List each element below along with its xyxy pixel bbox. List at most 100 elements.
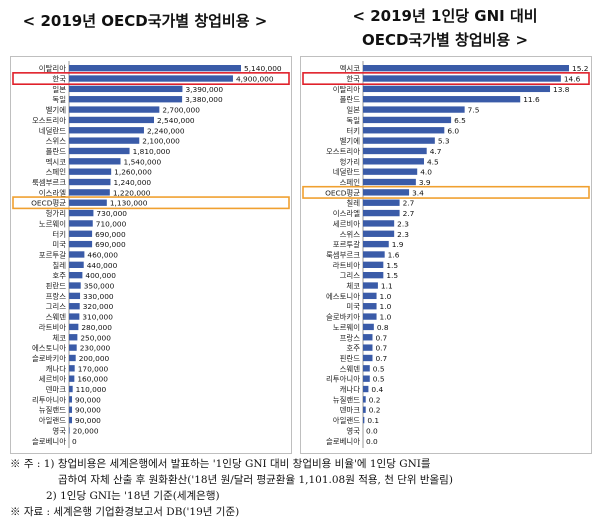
- chart-0-value-label-27: 230,000: [80, 344, 111, 353]
- chart-1-bar-28: [363, 354, 373, 362]
- chart-0-category-label-17: 미국: [52, 240, 66, 249]
- chart-1-value-label-28: 0.7: [375, 354, 387, 363]
- chart-1-bar-7: [363, 137, 435, 144]
- chart-1-bar-0: [363, 65, 569, 72]
- chart-0-category-label-16: 터키: [52, 230, 66, 239]
- chart-1-category-label-18: 룩셈부르크: [326, 250, 360, 259]
- chart-1-bar-31: [363, 385, 369, 393]
- chart-0-bar-31: [69, 385, 73, 393]
- chart-1-value-label-25: 0.8: [377, 323, 389, 332]
- chart-0-category-label-14: 헝가리: [46, 209, 66, 218]
- chart-1-category-label-5: 독일: [346, 116, 360, 125]
- chart-0-bar-8: [69, 147, 130, 155]
- chart-1-category-label-24: 슬로바키아: [326, 313, 360, 322]
- chart-1-bar-3: [363, 96, 521, 103]
- chart-1-category-label-26: 프랑스: [340, 333, 361, 342]
- chart-0-highlight-box-13: [12, 196, 290, 210]
- chart-1-bar-12: [363, 189, 410, 196]
- chart-0-bar-11: [69, 178, 111, 186]
- chart-0-value-label-18: 460,000: [87, 250, 118, 259]
- chart-0-value-label-33: 90,000: [75, 406, 101, 415]
- chart-0-category-label-19: 칠레: [52, 261, 66, 270]
- chart-0-value-label-15: 710,000: [96, 219, 127, 228]
- chart-0-category-label-9: 멕시코: [46, 157, 67, 166]
- chart-1-category-label-3: 폴란드: [340, 95, 361, 104]
- chart-0-bar-33: [69, 406, 73, 413]
- chart-1-value-label-0: 15.2: [572, 64, 588, 73]
- chart-1-bar-15: [363, 220, 395, 227]
- chart-0-category-label-27: 에스토니아: [32, 344, 66, 353]
- chart-0-category-label-4: 벨기에: [46, 106, 67, 115]
- chart-0-bar-2: [69, 85, 183, 93]
- chart-1-category-label-29: 스웨덴: [340, 364, 361, 373]
- chart-1-category-label-19: 라트비아: [333, 261, 360, 270]
- chart-1-category-label-36: 슬로베니아: [326, 437, 360, 446]
- chart-1-value-label-29: 0.5: [373, 364, 385, 373]
- chart-1-category-label-31: 캐나다: [340, 385, 361, 394]
- chart-1-bar-19: [363, 261, 384, 268]
- chart-1-category-label-27: 호주: [346, 344, 360, 353]
- chart-1-value-label-26: 0.7: [375, 333, 387, 342]
- footnote-2: 2) 1인당 GNI는 '18년 기준(세계은행): [46, 490, 220, 502]
- chart-0-value-label-14: 730,000: [96, 209, 127, 218]
- chart-0-category-label-21: 핀란드: [46, 282, 67, 291]
- chart-0-category-label-18: 포르투갈: [39, 250, 66, 259]
- chart-1-category-label-12: OECD평균: [325, 188, 360, 197]
- chart-0-category-label-2: 일본: [52, 85, 66, 94]
- chart-1-highlight-box-12: [302, 185, 590, 199]
- chart-0-category-label-20: 호주: [52, 271, 66, 280]
- footnote-1-cont: 곱하여 자체 산출 후 원화환산('18년 원/달러 평균환율 1,101.08…: [58, 474, 453, 486]
- chart-1-category-label-30: 리투아니아: [326, 375, 360, 384]
- chart-0-category-label-26: 체코: [52, 333, 66, 342]
- right-chart-title-line2: OECD국가별 창업비용 >: [361, 31, 529, 49]
- chart-0-category-label-7: 스위스: [46, 137, 67, 146]
- chart-0-category-label-30: 세르비아: [39, 375, 66, 384]
- chart-1-bar-11: [363, 178, 416, 186]
- chart-0-value-label-24: 310,000: [82, 313, 113, 322]
- chart-1-category-label-7: 벨기에: [340, 137, 361, 146]
- chart-0-value-label-5: 2,540,000: [157, 116, 195, 125]
- chart-1-value-label-24: 1.0: [380, 313, 392, 322]
- chart-0-value-label-16: 690,000: [95, 230, 126, 239]
- chart-0-value-label-0: 5,140,000: [244, 64, 282, 73]
- chart-1-value-label-35: 0.0: [366, 426, 378, 435]
- chart-1-value-label-36: 0.0: [366, 437, 378, 446]
- chart-1-category-label-28: 핀란드: [340, 354, 361, 363]
- chart-0-value-label-31: 110,000: [76, 385, 107, 394]
- chart-1-value-label-6: 6.0: [447, 126, 459, 135]
- chart-1-value-label-16: 2.3: [397, 230, 409, 239]
- chart-0-bar-28: [69, 354, 76, 362]
- chart-1-category-label-35: 영국: [346, 426, 360, 435]
- chart-0-bar-26: [69, 334, 78, 341]
- chart-1-value-label-31: 0.4: [371, 385, 383, 394]
- chart-0-bar-19: [69, 261, 84, 268]
- chart-0-bar-23: [69, 303, 80, 310]
- chart-0-value-label-13: 1,130,000: [110, 199, 148, 208]
- right-bar-chart: 멕시코 15.2 한국 14.6 이탈리아 13.8 폴란드 11.6 일본 7.5 독일 6.5 터키…: [302, 61, 590, 448]
- chart-0-category-label-28: 슬로바키아: [32, 354, 66, 363]
- chart-0-value-label-7: 2,100,000: [142, 137, 180, 146]
- chart-1-category-label-32: 뉴질랜드: [333, 395, 360, 404]
- chart-1-bar-23: [363, 303, 377, 310]
- chart-0-category-label-13: OECD평균: [31, 199, 66, 208]
- chart-1-category-label-34: 아일랜드: [333, 416, 360, 425]
- chart-0-category-label-36: 슬로베니아: [32, 437, 66, 446]
- chart-0-category-label-1: 한국: [52, 75, 66, 84]
- chart-0-value-label-8: 1,810,000: [133, 147, 171, 156]
- left-chart-panel: 이탈리아 5,140,000 한국 4,900,000 일본 3,390,000 독일 3,3…: [10, 56, 292, 454]
- chart-1-category-label-22: 에스토니아: [326, 292, 360, 301]
- chart-1-value-label-15: 2.3: [397, 219, 409, 228]
- chart-0-bar-9: [69, 158, 121, 165]
- chart-0-bar-6: [69, 127, 144, 134]
- chart-1-value-label-5: 6.5: [454, 116, 466, 125]
- chart-0-category-label-34: 아일랜드: [39, 416, 66, 425]
- chart-0-category-label-8: 폴란드: [46, 147, 67, 156]
- chart-1-bar-9: [363, 158, 424, 165]
- chart-0-category-label-25: 라트비아: [39, 323, 66, 332]
- chart-1-value-label-10: 4.0: [420, 168, 432, 177]
- chart-1-bar-25: [363, 323, 374, 331]
- chart-1-value-label-13: 2.7: [403, 199, 415, 208]
- chart-1-bar-22: [363, 292, 377, 300]
- chart-0-bar-7: [69, 137, 140, 144]
- chart-0-bar-35: [69, 427, 70, 434]
